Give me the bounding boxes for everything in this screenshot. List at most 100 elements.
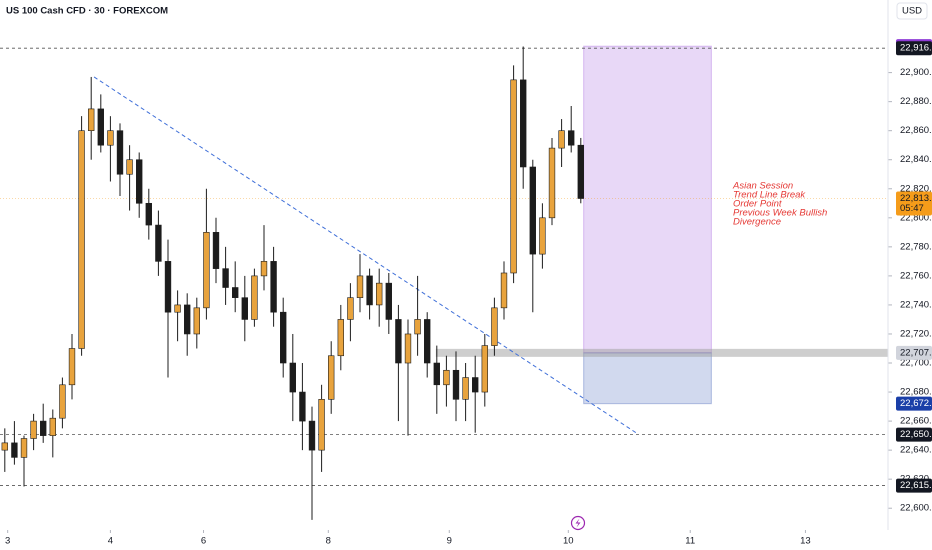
candle-body — [539, 217, 546, 255]
candle-body — [481, 345, 488, 393]
target-zone — [583, 45, 712, 354]
annotation: Asian Session — [732, 181, 793, 192]
candle-body — [568, 130, 575, 146]
candle-body — [500, 272, 508, 309]
candle-body — [20, 438, 28, 458]
price-badge — [896, 478, 932, 493]
candle-body — [68, 348, 76, 386]
price-badge-label: 22,707.0 — [900, 347, 932, 358]
x-tick-label: 6 — [201, 536, 206, 547]
annotation: Order Point — [733, 199, 782, 210]
candle-body — [548, 147, 556, 219]
annotation: Trend Line Break — [733, 190, 806, 201]
x-tick-label: 9 — [447, 536, 452, 547]
candle-body — [376, 282, 383, 306]
candle-body — [356, 275, 364, 298]
candle-body — [155, 224, 162, 262]
y-tick-label: 22,880.0 — [900, 96, 932, 107]
price-badge — [896, 191, 932, 216]
candle-body — [193, 307, 200, 335]
y-tick-label: 22,780.0 — [900, 241, 932, 252]
y-tick-label: 22,740.0 — [900, 299, 932, 310]
x-tick-label: 3 — [5, 536, 10, 547]
candle-body — [174, 304, 181, 313]
candle-body — [491, 307, 498, 346]
y-tick-label: 22,680.0 — [900, 387, 932, 398]
candle-body — [59, 384, 66, 419]
candle-body — [510, 79, 517, 274]
candle-body — [289, 362, 296, 393]
price-badge-label: 22,813.3 — [900, 193, 932, 204]
candle-body — [222, 268, 229, 288]
candle-body — [78, 130, 85, 349]
x-tick-label: 13 — [800, 536, 811, 547]
candle-body — [1, 442, 8, 451]
y-tick-label: 22,640.0 — [900, 445, 932, 456]
candle-body — [308, 420, 316, 451]
candle-body — [452, 369, 460, 400]
stop-zone — [583, 352, 712, 405]
y-tick-label: 22,700.0 — [900, 358, 932, 369]
chart-title: US 100 Cash CFD · 30 · FOREXCOM — [6, 6, 168, 17]
candle-body — [404, 333, 412, 364]
price-badge-label: 22,615.6 — [900, 480, 932, 491]
lightning-icon — [570, 515, 586, 531]
candle-body — [88, 108, 95, 131]
candle-body — [280, 311, 287, 364]
x-tick-label: 10 — [563, 536, 574, 547]
candle-body — [443, 369, 450, 386]
candle-body — [462, 377, 469, 400]
candle-body — [558, 130, 565, 149]
entry-band — [435, 348, 888, 357]
candle-body — [270, 261, 277, 313]
y-tick-label: 22,660.0 — [900, 416, 932, 427]
candle-body — [107, 130, 114, 146]
candle-body — [126, 159, 133, 175]
candle-body — [529, 166, 536, 255]
annotation: Previous Week Bullish — [733, 208, 827, 219]
candle-body — [40, 420, 47, 436]
candle-body — [433, 362, 440, 386]
candle-body — [520, 79, 527, 168]
candle-body — [366, 275, 373, 306]
candle-body — [424, 319, 431, 364]
x-tick-label: 4 — [108, 536, 113, 547]
price-badge — [896, 427, 932, 442]
candle-body — [203, 232, 210, 309]
candle-body — [11, 442, 18, 458]
candle-body — [385, 282, 392, 320]
candle-body — [241, 297, 248, 320]
candle-body — [318, 399, 325, 451]
candle-body — [395, 319, 402, 364]
currency[interactable]: USD — [902, 6, 922, 17]
candle-body — [347, 297, 354, 320]
price-badge-label: 22,650.7 — [900, 429, 932, 440]
candle-body — [577, 144, 584, 199]
currency-button[interactable] — [896, 2, 928, 20]
y-tick-label: 22,760.0 — [900, 270, 932, 281]
y-tick-label: 22,820.0 — [900, 183, 932, 194]
y-tick-label: 22,900.0 — [900, 67, 932, 78]
y-tick-label: 22,600.0 — [900, 503, 932, 514]
candle-body — [49, 417, 56, 436]
candle-body — [472, 377, 479, 393]
price-badge — [896, 41, 932, 56]
candle-body — [414, 319, 421, 335]
trendline — [93, 76, 637, 434]
x-tick-label: 8 — [326, 536, 331, 547]
countdown: 05:47 — [900, 203, 924, 214]
candle-body — [97, 108, 104, 146]
candle-body — [116, 130, 124, 175]
price-badge — [896, 345, 932, 360]
candle-body — [328, 355, 335, 400]
candle-body — [145, 202, 152, 226]
x-tick-label: 11 — [685, 536, 695, 547]
plot: 22,600.022,620.022,640.022,660.022,680.0… — [0, 45, 932, 547]
candle-body — [251, 275, 258, 320]
y-tick-label: 22,720.0 — [900, 328, 932, 339]
candle-body — [164, 261, 172, 313]
candle-body — [260, 261, 268, 277]
y-tick-label: 22,840.0 — [900, 154, 932, 165]
